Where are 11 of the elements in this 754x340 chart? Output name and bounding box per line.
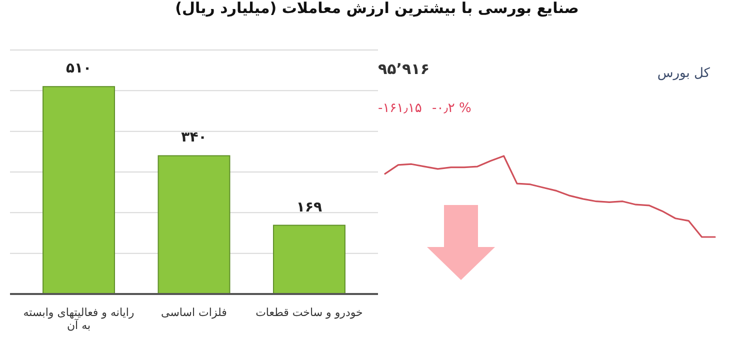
x-tick-label: فلزات اساسی	[161, 306, 227, 319]
text: -۰٫۲ %	[432, 101, 472, 116]
x-tick-label: رایانه و فعالیتهای وابسته به آن	[23, 306, 134, 332]
data-label: ۵۱۰	[66, 60, 92, 77]
annotation: -۱۶۱٫۱۵	[378, 101, 422, 116]
chart-title: صنایع بورسی با بیشترین ارزش معاملات (میلیارد ریال)	[175, 0, 579, 17]
x-tick-label: خودرو و ساخت قطعات	[256, 306, 363, 319]
data-label: ۱۶۹	[296, 199, 322, 216]
annotation: ۹۵’۹۱۶	[378, 60, 430, 78]
chart-title: کل بورس	[657, 66, 711, 81]
data-label: ۳۴۰	[181, 130, 207, 146]
